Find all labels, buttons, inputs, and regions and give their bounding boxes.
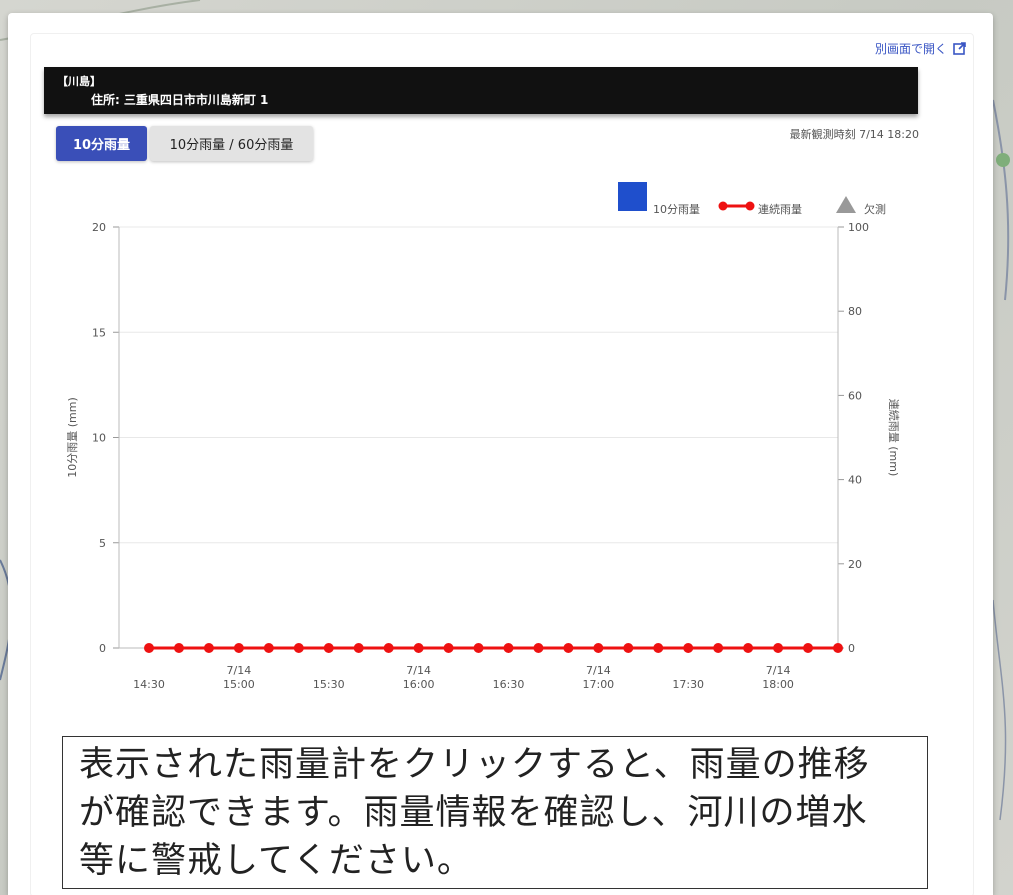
legend-missing-triangle <box>836 196 856 213</box>
external-link-icon <box>953 42 966 55</box>
x-tick-date: 7/14 <box>406 664 431 677</box>
x-tick-label: 17:00 <box>582 678 614 691</box>
station-name: 【川島】 <box>57 75 101 88</box>
continuous-rainfall-point <box>563 643 574 653</box>
legend-10min-swatch <box>618 182 647 211</box>
chart-axes: 0 5 10 15 20 0 20 40 60 80 100 10分雨量 (mm) 連続雨量 (mm) 1… <box>66 221 901 691</box>
continuous-rainfall-point <box>803 643 814 653</box>
continuous-rainfall-point <box>743 643 754 653</box>
y-tick-label: 20 <box>92 221 106 234</box>
continuous-rainfall-point <box>203 643 214 653</box>
x-tick-label: 16:30 <box>493 678 525 691</box>
continuous-rainfall-point <box>503 643 514 653</box>
rainfall-chart: 0 5 10 15 20 0 20 40 60 80 100 10分雨量 (mm) 連続雨量 (mm) 1… <box>66 182 901 691</box>
continuous-rainfall-point <box>623 643 634 653</box>
x-tick-label: 15:00 <box>223 678 255 691</box>
chart-legend: 10分雨量 連続雨量 欠測 <box>618 182 886 216</box>
y2-tick-label: 40 <box>848 474 862 487</box>
continuous-rainfall-point <box>473 643 484 653</box>
x-tick-date: 7/14 <box>586 664 611 677</box>
continuous-rainfall-point <box>353 643 364 653</box>
legend-continuous-dot-left <box>718 201 728 211</box>
y-tick-label: 10 <box>92 432 106 445</box>
continuous-rainfall-point <box>233 643 244 653</box>
y2-tick-label: 100 <box>848 221 869 234</box>
y2-tick-label: 60 <box>848 389 862 402</box>
y-tick-label: 0 <box>99 642 106 655</box>
tab-10min-60min-rainfall[interactable]: 10分雨量 / 60分雨量 <box>150 126 313 161</box>
continuous-rainfall-point <box>144 643 154 653</box>
legend-missing-label: 欠測 <box>864 202 886 216</box>
continuous-rainfall-point <box>653 643 664 653</box>
address-label: 住所: <box>91 93 120 107</box>
y2-tick-label: 80 <box>848 305 862 318</box>
tab-10min-rainfall[interactable]: 10分雨量 <box>56 126 147 161</box>
x-tick-label: 16:00 <box>403 678 435 691</box>
continuous-rainfall-point <box>533 643 544 653</box>
x-tick-label: 15:30 <box>313 678 345 691</box>
continuous-rainfall-point <box>593 643 604 653</box>
continuous-rainfall-point <box>383 643 394 653</box>
y-tick-label: 5 <box>99 537 106 550</box>
legend-continuous-label: 連続雨量 <box>758 202 802 216</box>
note-line-3: 等に警戒してください。 <box>79 841 473 881</box>
latest-observation-time: 最新観測時刻 7/14 18:20 <box>789 128 919 141</box>
x-tick-date: 7/14 <box>766 664 791 677</box>
continuous-rainfall-point <box>833 643 843 653</box>
continuous-rainfall-point <box>683 643 694 653</box>
x-tick-label: 17:30 <box>672 678 704 691</box>
continuous-rainfall-point <box>173 643 184 653</box>
address-value: 三重県四日市市川島新町 1 <box>123 93 269 107</box>
station-address: 住所: 三重県四日市市川島新町 1 <box>91 91 268 108</box>
series-continuous-line <box>144 643 843 653</box>
continuous-rainfall-point <box>323 643 334 653</box>
y2-axis-title: 連続雨量 (mm) <box>887 399 901 477</box>
y2-tick-label: 20 <box>848 558 862 571</box>
open-link-label: 別画面で開く <box>874 42 947 56</box>
open-in-new-window-link[interactable]: 別画面で開く <box>875 40 966 57</box>
instruction-note: 表示された雨量計をクリックすると、雨量の推移 が確認できます。雨量情報を確認し、… <box>62 736 928 889</box>
continuous-rainfall-point <box>293 643 304 653</box>
note-line-1: 表示された雨量計をクリックすると、雨量の推移 <box>79 745 870 785</box>
y-tick-label: 15 <box>92 326 106 339</box>
continuous-rainfall-point <box>413 643 424 653</box>
x-tick-label: 14:30 <box>133 678 165 691</box>
continuous-rainfall-point <box>263 643 274 653</box>
continuous-rainfall-point <box>443 643 454 653</box>
note-line-2: が確認できます。雨量情報を確認し、河川の増水 <box>79 793 868 833</box>
station-header: 【川島】 住所: 三重県四日市市川島新町 1 <box>44 67 918 114</box>
legend-continuous-dot-right <box>745 201 755 211</box>
legend-10min-label: 10分雨量 <box>653 203 700 216</box>
chart-grid <box>119 226 838 649</box>
y2-tick-label: 0 <box>848 642 855 655</box>
x-tick-label: 18:00 <box>762 678 794 691</box>
continuous-rainfall-point <box>713 643 724 653</box>
x-tick-date: 7/14 <box>227 664 252 677</box>
continuous-rainfall-point <box>773 643 784 653</box>
y-axis-title: 10分雨量 (mm) <box>66 397 79 478</box>
